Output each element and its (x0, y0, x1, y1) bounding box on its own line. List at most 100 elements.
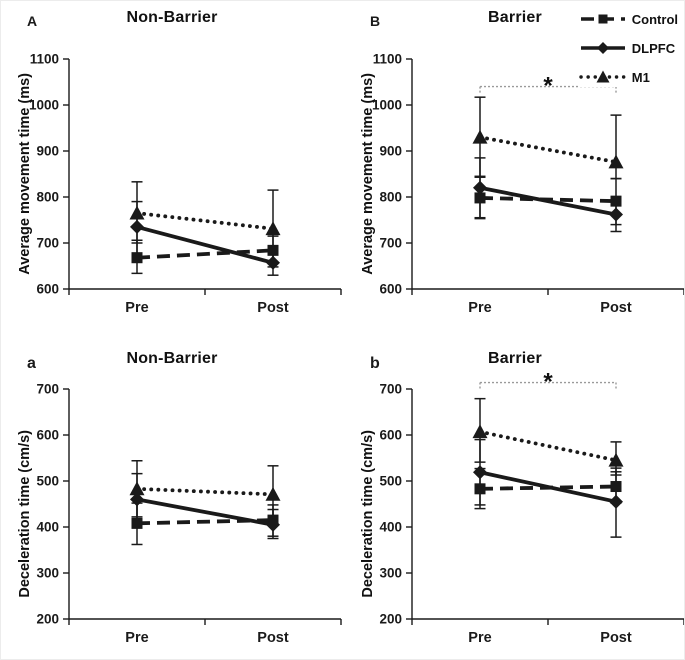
square-marker (598, 14, 608, 24)
series-M1 (129, 205, 281, 236)
legend-sample-control (580, 14, 625, 24)
triangle-marker (265, 221, 281, 236)
series-M1 (129, 481, 281, 501)
triangle-marker (472, 129, 488, 144)
x-tick-label: Post (600, 630, 632, 646)
y-tick-label: 300 (379, 566, 402, 581)
legend-label-control: Control (631, 11, 678, 27)
panel-title-b: Barrier (488, 350, 542, 367)
y-tick-label: 700 (36, 236, 59, 251)
y-tick-label: 500 (379, 474, 402, 489)
triangle-marker (608, 452, 624, 467)
error-bars-Control (131, 502, 279, 546)
y-tick-label: 800 (36, 190, 59, 205)
x-tick-label: Pre (125, 630, 148, 646)
y-tick-label: 700 (379, 382, 402, 397)
y-tick-label: 200 (379, 612, 402, 627)
square-marker (267, 244, 279, 256)
panel-A: A Non-Barrier Average movement time (ms)… (1, 1, 343, 331)
axes: 200 300 400 500 600 700 Pre Post (36, 382, 342, 646)
panel-title-A: Non-Barrier (126, 9, 218, 26)
y-tick-label: 400 (36, 520, 59, 535)
x-tick-label: Pre (468, 300, 491, 316)
significance-asterisk: * (543, 73, 553, 100)
error-bars-M1 (474, 96, 622, 180)
error-bars-DLPFC (131, 200, 279, 276)
legend: Control DLPFC M1 (578, 9, 678, 87)
square-marker (474, 192, 486, 204)
y-tick-label: 700 (379, 236, 402, 251)
square-marker (610, 481, 622, 493)
y-tick-label: 600 (36, 282, 59, 297)
y-tick-label: 200 (36, 612, 59, 627)
legend-item-m1: M1 (579, 67, 678, 87)
legend-sample-m1 (579, 70, 627, 83)
square-marker (131, 252, 143, 264)
x-tick-label: Pre (125, 300, 148, 316)
y-tick-label: 600 (36, 428, 59, 443)
y-tick-label: 1000 (29, 98, 59, 113)
chart-B: 600 700 800 900 1000 1100 Pre Post * (372, 52, 684, 316)
legend-label-m1: M1 (631, 69, 650, 85)
y-tick-label: 500 (36, 474, 59, 489)
axes: 200 300 400 500 600 700 Pre Post (379, 382, 684, 646)
chart-b: 200 300 400 500 600 700 Pre Post * (379, 369, 684, 646)
panel-B: B Barrier Average movement time (ms) 600… (344, 1, 684, 331)
chart-A: 600 700 800 900 1000 1100 Pre Post (29, 52, 342, 316)
diamond-marker (473, 180, 487, 195)
series-M1 (472, 424, 624, 467)
panel-b: b Barrier Deceleration time (cm/s) 200 30… (344, 331, 684, 659)
y-tick-label: 600 (379, 428, 402, 443)
panel-title-a: Non-Barrier (126, 350, 218, 367)
panel-title-B: Barrier (488, 9, 542, 26)
series-DLPFC (130, 492, 280, 532)
y-tick-label: 600 (379, 282, 402, 297)
panel-letter-a: a (27, 355, 36, 372)
triangle-marker (265, 486, 281, 501)
diamond-marker (609, 207, 623, 222)
diamond-marker (130, 492, 144, 507)
triangle-marker (596, 70, 610, 83)
legend-sample-dlpfc (580, 42, 625, 54)
y-tick-label: 400 (379, 520, 402, 535)
panel-letter-B: B (370, 13, 381, 29)
panel-a: a Non-Barrier Deceleration time (cm/s) 2… (1, 331, 343, 659)
significance-bracket: * (479, 369, 617, 396)
diamond-marker (130, 219, 144, 234)
y-tick-label: 700 (36, 382, 59, 397)
significance-asterisk: * (543, 369, 553, 396)
square-marker (131, 517, 143, 529)
diamond-marker (473, 465, 487, 480)
series-DLPFC (473, 465, 623, 509)
diamond-marker (266, 517, 280, 532)
y-tick-label: 1100 (373, 52, 402, 67)
legend-item-dlpfc: DLPFC (579, 38, 678, 58)
axes: 600 700 800 900 1000 1100 Pre Post (29, 52, 342, 316)
y-tick-label: 900 (379, 144, 402, 159)
legend-label-dlpfc: DLPFC (631, 40, 676, 56)
triangle-marker (472, 424, 488, 439)
x-tick-label: Post (600, 300, 632, 316)
panel-letter-b: b (370, 355, 380, 372)
diamond-marker (609, 494, 623, 509)
error-bars-DLPFC (474, 157, 622, 233)
x-tick-label: Pre (468, 630, 491, 646)
chart-a: 200 300 400 500 600 700 Pre Post (36, 382, 342, 646)
y-tick-label: 1100 (30, 52, 59, 67)
square-marker (474, 483, 486, 495)
y-tick-label: 300 (36, 566, 59, 581)
error-bars-DLPFC (131, 472, 279, 540)
y-tick-label: 900 (36, 144, 59, 159)
triangle-marker (608, 154, 624, 169)
diamond-marker (596, 42, 609, 54)
error-bars-M1 (474, 397, 622, 476)
series-DLPFC (130, 219, 280, 270)
series-DLPFC (473, 180, 623, 222)
y-tick-label: 800 (379, 190, 402, 205)
square-marker (610, 195, 622, 207)
diamond-marker (266, 255, 280, 270)
axes: 600 700 800 900 1000 1100 Pre Post (372, 52, 684, 316)
triangle-marker (129, 481, 145, 496)
series-Control (131, 244, 279, 264)
